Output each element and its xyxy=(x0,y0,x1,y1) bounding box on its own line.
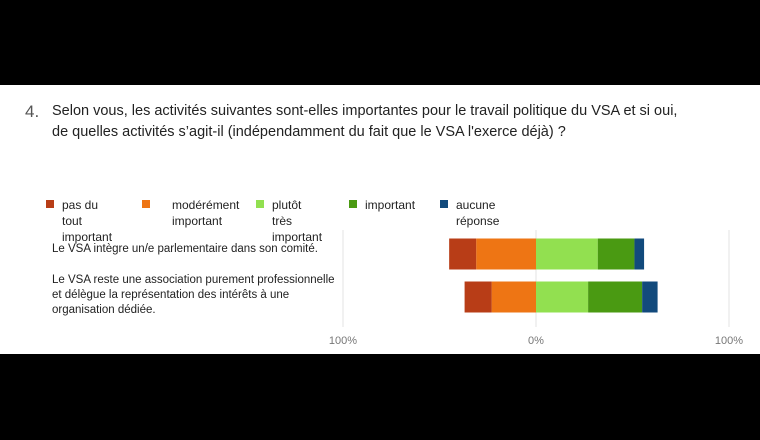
bar-segment-row0-s1 xyxy=(476,238,536,270)
legend-swatch xyxy=(142,200,150,208)
question-line-1: Selon vous, les activités suivantes sont… xyxy=(52,103,678,119)
bar-segment-row0-s4 xyxy=(634,238,645,270)
legend-label: modérément important xyxy=(172,198,240,228)
legend-label: pas du tout important xyxy=(62,198,113,244)
legend-swatch xyxy=(256,200,264,208)
x-tick-label-0: 100% xyxy=(329,335,357,347)
question-text: Selon vous, les activités suivantes sont… xyxy=(52,101,732,143)
legend-label: plutôt très important xyxy=(272,198,323,244)
bar-segment-row0-s2 xyxy=(536,238,598,270)
bar-segment-row0-s3 xyxy=(597,238,635,270)
bar-segment-row0-s0 xyxy=(449,238,477,270)
legend-swatch xyxy=(440,200,448,208)
x-tick-label-2: 100% xyxy=(715,335,743,347)
diverging-bar-chart: 100% 0% 100% xyxy=(329,230,743,347)
row-label-parlementaire: Le VSA intègre un/e parlementaire dans s… xyxy=(52,243,318,255)
legend-swatch xyxy=(349,200,357,208)
x-tick-label-1: 0% xyxy=(528,335,544,347)
bar-segment-row1-s4 xyxy=(642,281,658,313)
bar-segment-row1-s2 xyxy=(536,281,589,313)
bar-segment-row1-s1 xyxy=(491,281,536,313)
legend-label: aucune réponse xyxy=(456,198,500,228)
bar-segment-row1-s3 xyxy=(588,281,643,313)
survey-panel: 4. Selon vous, les activités suivantes s… xyxy=(0,85,760,354)
row-label-association: Le VSA reste une association purement pr… xyxy=(52,274,335,316)
question-line-2: de quelles activités s’agit-il (indépend… xyxy=(52,124,566,140)
question-number: 4. xyxy=(25,102,40,121)
bar-segment-row1-s0 xyxy=(464,281,492,313)
legend-label: important xyxy=(365,198,416,212)
legend-swatch xyxy=(46,200,54,208)
